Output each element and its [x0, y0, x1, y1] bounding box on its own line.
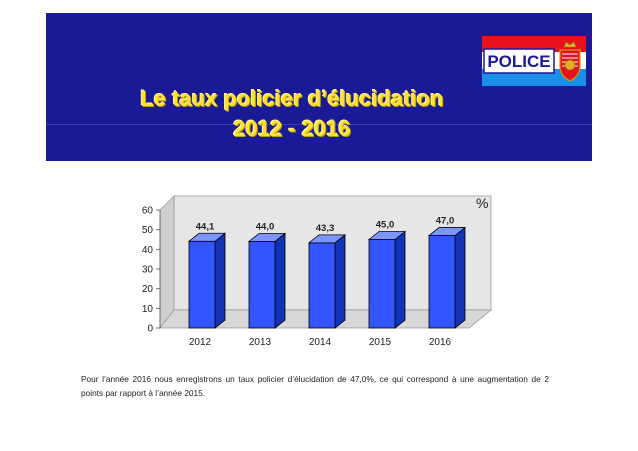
bar-top [367, 231, 407, 240]
police-logo: POLICE [482, 36, 586, 86]
x-tick-label: 2016 [429, 337, 452, 348]
y-tick-label: 30 [142, 265, 154, 276]
bar [248, 241, 276, 329]
data-label: 43,3 [316, 223, 335, 234]
bar-top [247, 233, 287, 242]
y-tick-label: 0 [147, 324, 153, 335]
y-tick-label: 50 [142, 225, 154, 236]
x-tick-label: 2013 [249, 337, 272, 348]
caption-text: Pour l’année 2016 nous enregistrons un t… [81, 374, 549, 398]
bar-side [394, 230, 406, 329]
x-tick-label: 2015 [369, 337, 392, 348]
y-tick-label: 40 [142, 245, 154, 256]
data-label: 45,0 [376, 220, 395, 231]
bar [308, 242, 336, 329]
y-tick-label: 20 [142, 284, 154, 295]
bar-side [214, 232, 226, 329]
chart-left-wall [159, 195, 175, 330]
bar-top [187, 232, 227, 242]
police-logo-text: POLICE [487, 52, 550, 71]
bar [368, 239, 396, 329]
x-tick-label: 2014 [309, 337, 332, 348]
bar-side [334, 234, 346, 329]
bar [188, 240, 216, 329]
y-tick-label: 10 [142, 304, 154, 315]
bar-top [307, 234, 347, 244]
x-tick-label: 2012 [189, 337, 212, 348]
unit-label: % [476, 195, 488, 211]
y-tick-label: 60 [142, 206, 154, 217]
bar [428, 235, 456, 329]
bar-side [454, 226, 466, 329]
data-label: 44,1 [196, 221, 215, 232]
banner-divider [46, 124, 592, 125]
slide-subtitle: 2012 - 2016 [233, 116, 351, 141]
data-label: 47,0 [436, 216, 455, 227]
bar-top [427, 227, 467, 236]
data-label: 44,0 [256, 221, 275, 232]
slide-title: Le taux policier d’élucidation [140, 86, 444, 111]
bar-side [274, 232, 286, 329]
